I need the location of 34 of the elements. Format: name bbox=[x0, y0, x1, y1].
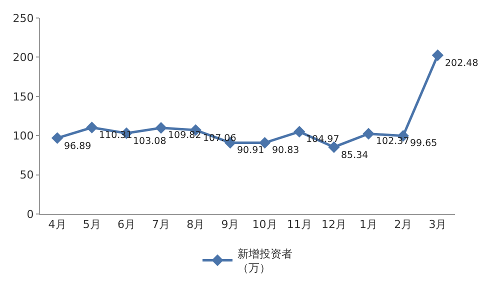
data-label: 96.89 bbox=[64, 141, 92, 152]
data-label: 102.37 bbox=[376, 136, 410, 147]
data-label: 109.82 bbox=[168, 130, 202, 141]
legend-label: 新增投资者（万） bbox=[238, 247, 292, 275]
x-tick-label: 9月 bbox=[221, 218, 240, 232]
y-tick-label: 100 bbox=[12, 129, 34, 142]
point bbox=[86, 122, 98, 134]
x-tick-label: 5月 bbox=[82, 218, 101, 232]
x-tick-label: 10月 bbox=[252, 218, 278, 232]
x-tick-label: 8月 bbox=[186, 218, 205, 232]
point bbox=[51, 132, 64, 144]
point bbox=[432, 49, 444, 62]
data-label: 103.08 bbox=[133, 136, 166, 147]
x-tick-label: 12月 bbox=[321, 218, 346, 232]
x-tick-label: 6月 bbox=[117, 218, 136, 232]
point bbox=[155, 122, 167, 134]
x-tick-label: 4月 bbox=[48, 218, 66, 232]
x-tick-label: 7月 bbox=[152, 218, 170, 232]
y-tick-label: 150 bbox=[12, 90, 34, 104]
point bbox=[294, 126, 306, 138]
x-tick-label: 3月 bbox=[428, 218, 447, 232]
y-tick-label: 250 bbox=[12, 12, 34, 25]
data-label: 202.48 bbox=[445, 58, 478, 69]
data-label: 85.34 bbox=[341, 150, 368, 161]
x-tick-label: 11月 bbox=[286, 218, 312, 232]
data-label: 90.91 bbox=[237, 145, 264, 156]
data-label: 90.83 bbox=[272, 145, 300, 156]
y-tick-label: 0 bbox=[26, 208, 34, 221]
x-tick-label: 2月 bbox=[394, 218, 412, 232]
data-label: 99.65 bbox=[410, 138, 438, 149]
y-tick-label: 200 bbox=[12, 51, 34, 64]
x-tick-label: 1月 bbox=[360, 218, 378, 232]
point bbox=[362, 128, 374, 140]
y-tick-label: 50 bbox=[20, 168, 34, 182]
